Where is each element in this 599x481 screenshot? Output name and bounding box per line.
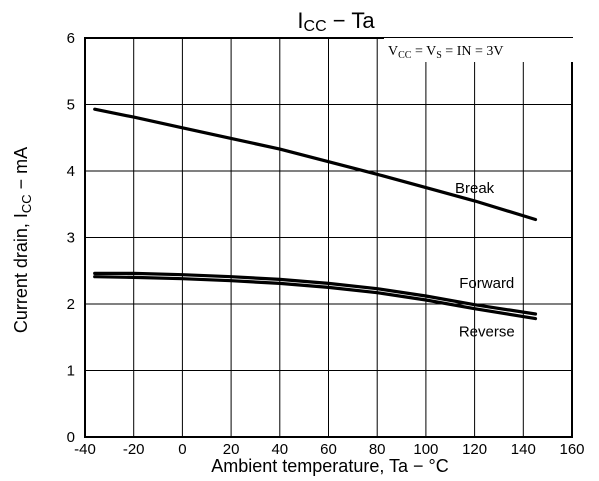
series-lines <box>93 107 538 321</box>
x-tick-label: -20 <box>123 441 145 458</box>
x-tick-label: 140 <box>511 441 536 458</box>
x-tick-label: 0 <box>178 441 186 458</box>
tick-labels: -40 -20 0 20 40 60 80 100 120 140 160 0 1 2 3 4 5 6 <box>67 30 585 458</box>
x-tick-label: -40 <box>74 441 96 458</box>
chart-title: ICC − Ta <box>297 8 375 35</box>
series-label-break: Break <box>455 180 495 197</box>
series-line-reverse <box>93 275 538 321</box>
x-tick-label: 100 <box>413 441 438 458</box>
y-tick-label: 6 <box>67 30 75 47</box>
y-tick-label: 3 <box>67 230 75 247</box>
series-line-forward <box>93 271 538 316</box>
series-label-reverse: Reverse <box>459 324 515 341</box>
x-tick-label: 20 <box>223 441 240 458</box>
x-tick-label: 60 <box>320 441 337 458</box>
series-labels: Break Forward Reverse <box>455 180 515 341</box>
annotation-background <box>384 38 574 62</box>
x-axis-title: Ambient temperature, Ta − °C <box>211 456 448 476</box>
y-tick-label: 4 <box>67 163 75 180</box>
y-axis-title: Current drain, ICC − mA <box>11 147 34 333</box>
grid <box>85 38 572 437</box>
plot-frame <box>84 37 573 438</box>
condition-annotation: VCC = VS = IN = 3V <box>388 44 503 61</box>
series-line-break <box>93 107 538 222</box>
y-tick-label: 1 <box>67 363 75 380</box>
y-tick-label: 0 <box>67 429 75 446</box>
x-tick-label: 40 <box>271 441 288 458</box>
series-label-forward: Forward <box>459 275 514 292</box>
y-tick-label: 2 <box>67 296 75 313</box>
x-tick-label: 160 <box>559 441 584 458</box>
x-tick-label: 120 <box>462 441 487 458</box>
y-tick-label: 5 <box>67 97 75 114</box>
x-tick-label: 80 <box>369 441 386 458</box>
